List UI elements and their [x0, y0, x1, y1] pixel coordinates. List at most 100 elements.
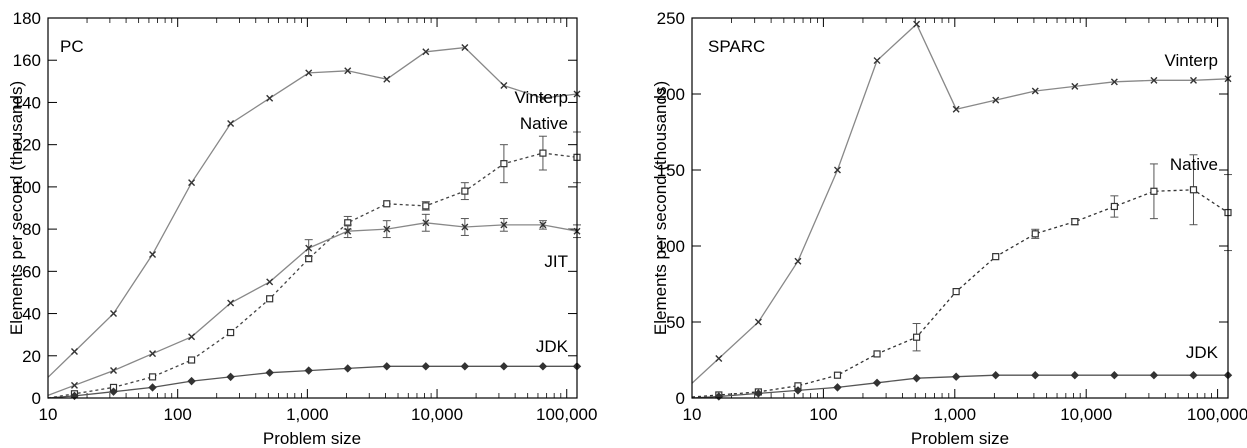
sparc-y-tick-label: 150 [657, 161, 685, 180]
sparc-jdk-point [1189, 370, 1198, 380]
pc-vinterp-point [461, 44, 469, 52]
sparc-vinterp-point [1110, 78, 1118, 86]
pc-native-point [422, 202, 430, 210]
sparc-vinterp-point [952, 105, 960, 113]
pc-x-tick-label: 1,000 [286, 405, 329, 424]
pc-native-point [148, 373, 157, 381]
sparc-native-point [1110, 202, 1118, 211]
sparc-vinterp-point [913, 20, 921, 28]
sparc-jdk-point [1031, 370, 1040, 380]
sparc-jdk-point [1070, 370, 1080, 380]
pc-jdk-point [421, 362, 431, 371]
sparc-label-vinterp: Vinterp [1164, 51, 1218, 70]
pc-y-tick-label: 0 [32, 389, 41, 408]
pc-vinterp-point [188, 179, 196, 187]
sparc-y-tick-label: 250 [657, 9, 685, 28]
pc-vinterp-point [422, 48, 430, 56]
pc-y-tick-label: 100 [13, 178, 41, 197]
pc-label-native: Native [520, 114, 568, 133]
sparc-chart: 10 100 1,000 10,000 100,000 0 50 100 150 200 250 S… [651, 9, 1247, 448]
pc-native-point [266, 295, 274, 303]
pc-x-tick-label: 100 [163, 405, 191, 424]
sparc-x-axis-title: Problem size [911, 429, 1009, 448]
pc-x-axis-title: Problem size [263, 429, 361, 448]
pc-jdk-point [148, 383, 157, 392]
sparc-label-native: Native [1170, 155, 1218, 174]
pc-vinterp-point [500, 82, 508, 90]
sparc-vinterp-point [1071, 82, 1079, 90]
sparc-native-point [992, 253, 1000, 261]
pc-jit-point [149, 350, 157, 358]
pc-jdk-point [226, 372, 235, 382]
pc-vinterp-point [539, 94, 547, 102]
sparc-vinterp-point [1150, 76, 1158, 84]
pc-native-point [383, 200, 391, 208]
pc-jit-point [422, 219, 430, 227]
sparc-y-tick-label: 200 [657, 85, 685, 104]
sparc-x-tick-label: 100 [809, 405, 837, 424]
pc-jdk-point [265, 368, 274, 377]
sparc-jdk-point [991, 370, 1000, 380]
sparc-jdk-line [691, 374, 1228, 399]
pc-vinterp-point [227, 120, 235, 128]
pc-jit-point [110, 367, 118, 375]
pc-jdk-point [499, 362, 509, 371]
sparc-vinterp-line [691, 23, 1229, 384]
pc-y-tick-label: 60 [22, 262, 41, 281]
sparc-jdk-point [872, 378, 882, 388]
sparc-native-point [1071, 218, 1079, 226]
sparc-jdk-point [1149, 370, 1159, 380]
pc-jit-point [383, 225, 391, 233]
pc-jit-line [47, 222, 578, 396]
pc-y-tick-label: 40 [22, 305, 41, 324]
pc-jit-point [305, 244, 313, 252]
pc-native-point [187, 356, 196, 364]
pc-vinterp-point [149, 250, 157, 258]
pc-vinterp-line [47, 46, 578, 378]
sparc-jdk-point [793, 386, 803, 395]
pc-y-tick-label: 20 [22, 347, 41, 366]
pc-jdk-point [460, 362, 470, 371]
pc-jit-point [500, 221, 508, 229]
sparc-plot-frame [691, 17, 1229, 399]
sparc-native-point [873, 350, 881, 358]
pc-label-jit: JIT [544, 252, 568, 271]
pc-vinterp-point [266, 94, 274, 102]
pc-jit-point [227, 299, 235, 307]
sparc-jdk-point [833, 383, 842, 392]
pc-jdk-point [109, 387, 118, 396]
sparc-vinterp-point [833, 166, 841, 174]
sparc-label-jdk: JDK [1186, 343, 1219, 362]
pc-y-tick-label: 160 [13, 51, 41, 70]
sparc-jdk-point [951, 372, 961, 381]
pc-vinterp-point [383, 75, 391, 83]
pc-x-tick-label: 10 [39, 405, 58, 424]
sparc-native-point [833, 371, 842, 379]
sparc-native-line [691, 189, 1229, 398]
pc-jit-point [70, 381, 78, 389]
sparc-panel-title: SPARC [708, 37, 765, 56]
sparc-x-tick-label: 10 [683, 405, 702, 424]
sparc-y-tick-label: 0 [676, 389, 685, 408]
pc-jit-point [461, 223, 469, 231]
sparc-x-tick-label: 100,000 [1187, 405, 1247, 424]
pc-label-jdk: JDK [536, 337, 569, 356]
sparc-x-tick-label: 10,000 [1060, 405, 1112, 424]
pc-native-point [500, 160, 508, 168]
pc-y-tick-label: 180 [13, 9, 41, 28]
pc-vinterp-point [70, 348, 78, 356]
pc-x-tick-label: 10,000 [411, 405, 463, 424]
sparc-y-axis-title: Elements per second (thousands) [651, 81, 670, 335]
pc-y-tick-label: 80 [22, 220, 41, 239]
pc-jdk-point [187, 376, 196, 386]
pc-panel-title: PC [60, 37, 84, 56]
sparc-y-tick-label: 100 [657, 237, 685, 256]
sparc-vinterp-point [794, 257, 802, 265]
pc-jdk-point [70, 391, 79, 401]
pc-x-tick-label: 100,000 [536, 405, 597, 424]
sparc-vinterp-point [1189, 76, 1197, 84]
sparc-native-point [1031, 230, 1039, 238]
pc-jdk-point [538, 362, 548, 371]
pc-jdk-point [304, 366, 313, 375]
sparc-vinterp-point [1031, 87, 1039, 95]
